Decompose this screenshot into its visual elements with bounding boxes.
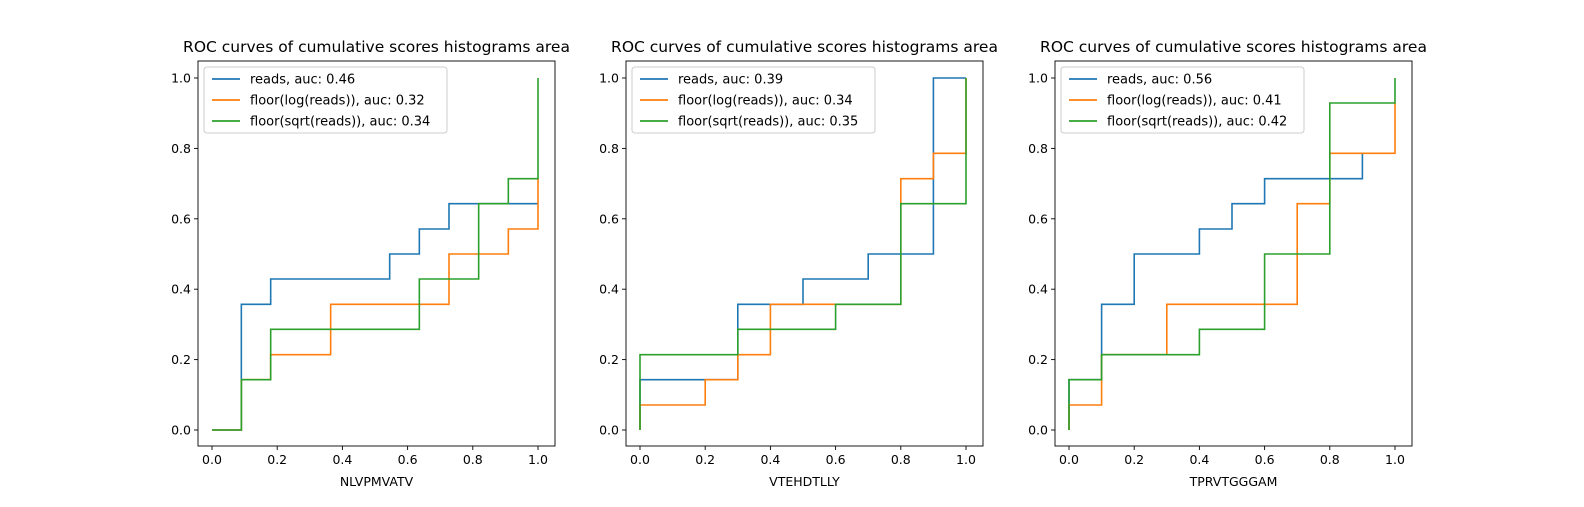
legend-entry: floor(sqrt(reads)), auc: 0.35 bbox=[678, 115, 858, 130]
x-tick-label: 0.2 bbox=[267, 452, 287, 467]
y-tick-label: 0.6 bbox=[171, 211, 191, 226]
legend: reads, auc: 0.46 floor(log(reads)), auc: … bbox=[203, 66, 448, 134]
y-tick-label: 0.8 bbox=[1028, 141, 1048, 156]
series-line-3 bbox=[639, 78, 967, 430]
y-tick-label: 0.4 bbox=[599, 282, 619, 297]
y-tick-label: 0.2 bbox=[599, 352, 619, 367]
x-axis-label: NLVPMVATV bbox=[340, 474, 414, 489]
axes-frame bbox=[197, 60, 556, 447]
y-tick-label: 0.2 bbox=[1028, 352, 1048, 367]
y-tick-label: 1.0 bbox=[171, 71, 191, 86]
x-tick-label: 1.0 bbox=[1385, 452, 1405, 467]
series-line-3 bbox=[212, 78, 539, 431]
series-line-1 bbox=[1068, 153, 1364, 430]
y-tick-label: 1.0 bbox=[1028, 71, 1048, 86]
x-tick-label: 0.0 bbox=[202, 452, 222, 467]
x-tick-label: 0.8 bbox=[891, 452, 911, 467]
series-line-3 bbox=[1068, 78, 1396, 430]
legend-entry: reads, auc: 0.39 bbox=[678, 73, 783, 88]
x-tick-label: 0.0 bbox=[630, 452, 650, 467]
y-tick-label: 0.6 bbox=[1028, 211, 1048, 226]
y-tick-label: 0.2 bbox=[171, 352, 191, 367]
legend-box bbox=[631, 66, 876, 134]
y-tick-label: 0.8 bbox=[599, 141, 619, 156]
y-tick-label: 0.6 bbox=[599, 211, 619, 226]
x-tick-label: 0.2 bbox=[1124, 452, 1144, 467]
series-line-1 bbox=[212, 202, 538, 431]
y-tick-label: 0.0 bbox=[171, 423, 191, 438]
legend-entry: floor(log(reads)), auc: 0.41 bbox=[1107, 94, 1282, 109]
legend: reads, auc: 0.56 floor(log(reads)), auc: … bbox=[1060, 66, 1305, 134]
x-tick-label: 0.4 bbox=[760, 452, 780, 467]
roc-chart-2: ROC curves of cumulative scores histogra… bbox=[599, 38, 998, 489]
x-tick-label: 0.6 bbox=[1255, 452, 1275, 467]
legend-entry: floor(sqrt(reads)), auc: 0.42 bbox=[1107, 115, 1287, 130]
legend-entry: floor(log(reads)), auc: 0.34 bbox=[678, 94, 853, 109]
x-tick-label: 0.4 bbox=[332, 452, 352, 467]
y-tick-label: 1.0 bbox=[599, 71, 619, 86]
x-tick-label: 0.4 bbox=[1189, 452, 1209, 467]
chart-title: ROC curves of cumulative scores histogra… bbox=[183, 38, 570, 56]
x-axis-label: VTEHDTLLY bbox=[769, 474, 840, 489]
chart-title: ROC curves of cumulative scores histogra… bbox=[1040, 38, 1427, 56]
x-tick-label: 0.2 bbox=[695, 452, 715, 467]
x-tick-label: 0.8 bbox=[463, 452, 483, 467]
legend-entry: reads, auc: 0.56 bbox=[1107, 73, 1212, 88]
legend-entry: reads, auc: 0.46 bbox=[250, 73, 355, 88]
y-tick-label: 0.8 bbox=[171, 141, 191, 156]
y-tick-label: 0.0 bbox=[1028, 423, 1048, 438]
x-tick-label: 0.8 bbox=[1320, 452, 1340, 467]
chart-title: ROC curves of cumulative scores histogra… bbox=[611, 38, 998, 56]
axes-frame bbox=[625, 60, 984, 447]
x-axis-label: TPRVTGGGAM bbox=[1189, 474, 1278, 489]
legend-box bbox=[1060, 66, 1305, 134]
legend-entry: floor(log(reads)), auc: 0.32 bbox=[250, 94, 425, 109]
y-tick-label: 0.4 bbox=[1028, 282, 1048, 297]
x-tick-label: 0.6 bbox=[826, 452, 846, 467]
legend: reads, auc: 0.39 floor(log(reads)), auc: … bbox=[631, 66, 876, 134]
x-tick-label: 1.0 bbox=[956, 452, 976, 467]
legend-box bbox=[203, 66, 448, 134]
series-line-2 bbox=[1068, 102, 1396, 430]
y-tick-label: 0.4 bbox=[171, 282, 191, 297]
legend-entry: floor(sqrt(reads)), auc: 0.34 bbox=[250, 115, 430, 130]
roc-chart-3: ROC curves of cumulative scores histogra… bbox=[1028, 38, 1427, 489]
axes-frame bbox=[1054, 60, 1413, 447]
x-tick-label: 0.6 bbox=[398, 452, 418, 467]
roc-chart-1: ROC curves of cumulative scores histogra… bbox=[171, 38, 570, 489]
x-tick-label: 0.0 bbox=[1059, 452, 1079, 467]
x-tick-label: 1.0 bbox=[528, 452, 548, 467]
y-tick-label: 0.0 bbox=[599, 423, 619, 438]
